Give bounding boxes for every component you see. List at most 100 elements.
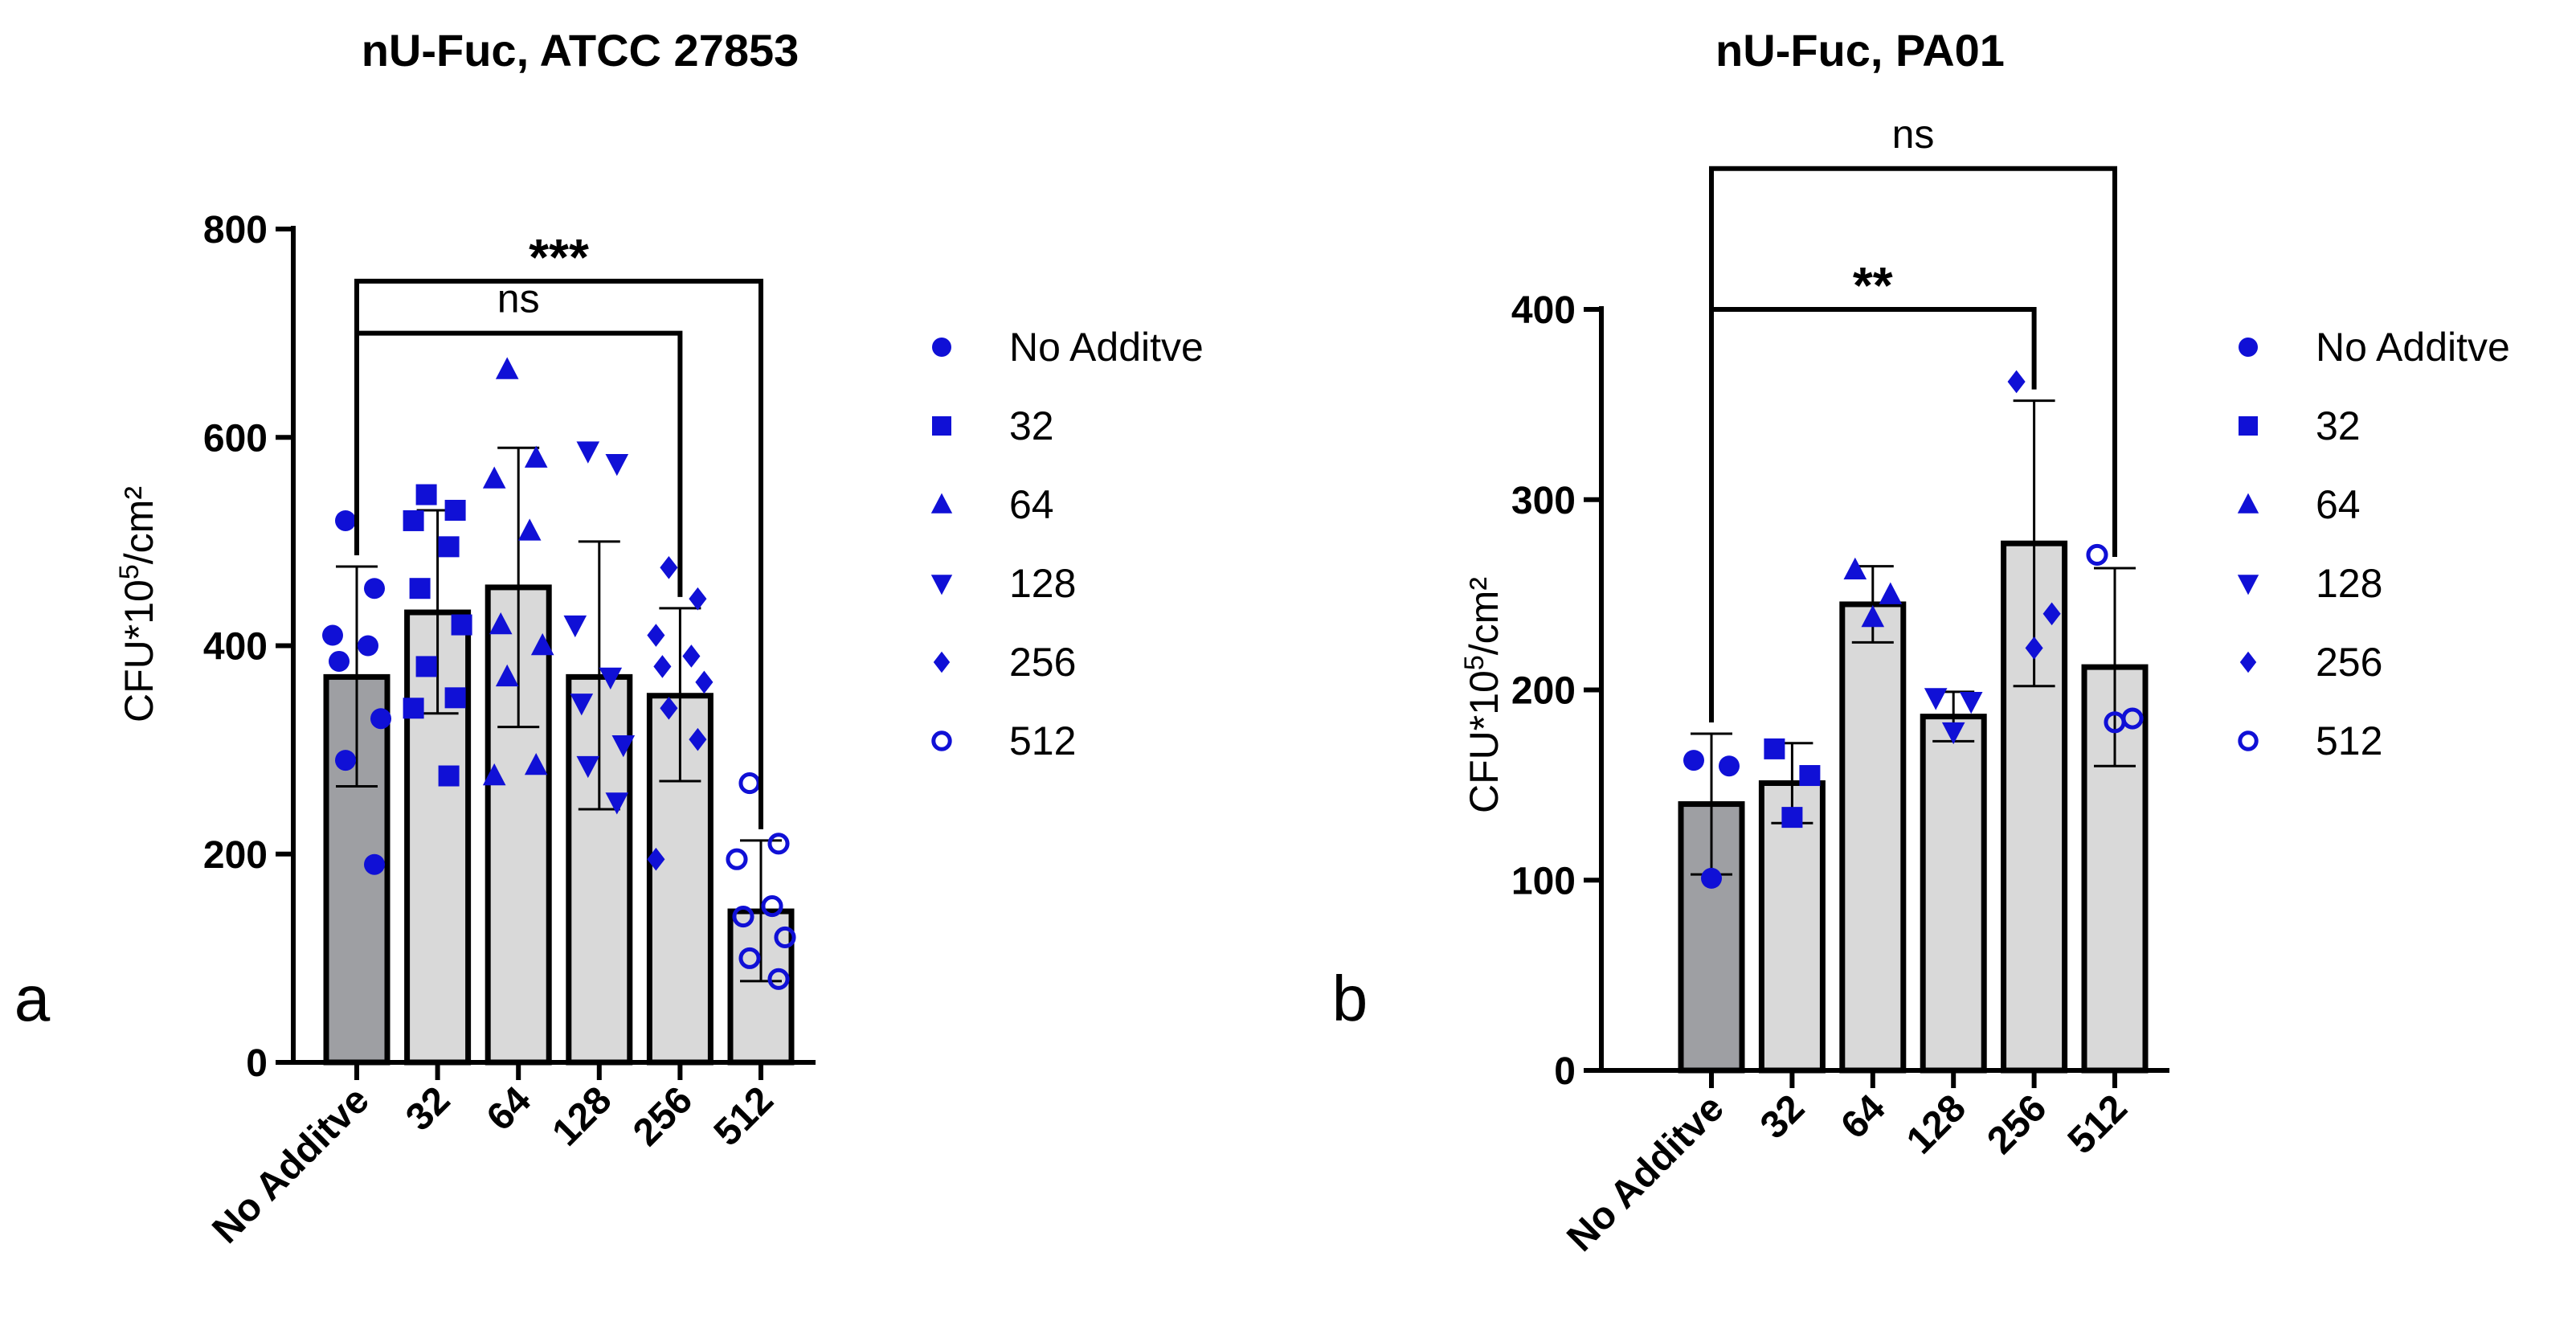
y-tick-label: 800 [203,209,268,252]
legend-marker [931,730,952,751]
y-axis-label: CFU*105/cm² [114,486,162,722]
data-point [415,656,437,677]
data-point [767,833,790,855]
data-point [403,509,424,531]
data-point [1959,692,1983,714]
data-point [495,357,519,379]
y-axis-label-base: CFU*10 [117,579,162,722]
data-point [605,792,629,815]
data-point [653,655,672,678]
bar-64 [1839,601,1907,1074]
data-point [689,727,707,751]
data-point [1941,722,1965,745]
x-tick-label: 32 [398,1078,458,1139]
data-point [322,624,343,646]
data-point [409,578,431,599]
legend-label: 512 [1009,718,1076,763]
data-point [1843,557,1867,580]
legend-label: No Additve [2316,325,2510,370]
bar-128 [1920,714,1987,1074]
data-point [495,664,519,687]
significance-label: ns [1892,112,1935,157]
significance-bracket [1709,307,2037,722]
legend-marker [2237,493,2259,514]
data-point [489,612,513,635]
data-point [767,968,790,990]
legend-label: 128 [2316,561,2382,606]
error-bars [1691,399,2136,876]
data-point [364,578,385,599]
legend-marker [932,416,951,436]
data-point [415,484,437,505]
data-point [605,453,629,477]
bars [323,584,795,1066]
data-point [517,518,542,541]
y-axis-label: CFU*105/cm² [1459,577,1507,813]
y-tick-label: 600 [203,417,268,460]
significance-label: ** [1853,256,1893,314]
data-point [482,763,506,786]
legend-marker [2238,730,2259,751]
data-point [1781,807,1803,829]
data-point [689,587,707,611]
data-point [530,632,554,656]
data-point [660,696,678,720]
data-point [364,853,385,875]
data-point [329,650,350,672]
y-tick-label: 400 [203,626,268,669]
data-point [1861,604,1885,628]
y-tick-label: 200 [1511,670,1576,713]
data-point [647,847,665,871]
data-point [738,947,761,969]
chart-title: nU-Fuc, PA01 [1715,25,2005,76]
data-point [482,466,506,489]
data-point [726,848,748,870]
data-point [335,750,356,771]
x-tick-label: 512 [2060,1086,2136,1162]
significance-label: *** [529,228,589,286]
y-axis-label-base: CFU*10 [1462,670,1507,813]
data-points [322,357,796,990]
legend-a: No Additve 32 64 128 256 512 [930,325,1204,763]
legend-label: 64 [2316,482,2361,527]
y-axis-label-suffix: /cm² [117,486,162,564]
data-point [358,635,378,657]
y-tick-label: 300 [1511,480,1576,522]
legend-marker [930,575,953,595]
legend-label: 32 [1009,403,1054,448]
data-point [774,926,796,948]
panel-b: nU-Fuc, PA01 b CFU*105/cm² 0 100 200 300 400… [1332,25,2169,1260]
x-tick-label: 256 [625,1078,701,1154]
data-point [444,499,466,521]
data-point [524,752,548,775]
y-tick-label: 0 [246,1042,268,1085]
x-ticks: No Additve 32 64 128 256 512 [204,1062,782,1252]
data-point [647,624,665,647]
legend-marker [2237,575,2259,595]
legend-b: No Additve 32 64 128 256 512 [2237,325,2510,763]
legend-marker [932,338,951,357]
legend-marker [2239,338,2258,357]
data-point [1701,867,1722,889]
data-point [438,765,460,787]
data-point [451,614,472,636]
legend-label: 256 [2316,640,2382,685]
x-tick-label: 512 [706,1078,782,1154]
data-point [682,644,701,668]
data-point [570,694,594,716]
y-ticks: 0 100 200 300 400 [1511,289,1601,1093]
legend-label: No Additve [1009,325,1204,370]
y-tick-label: 100 [1511,860,1576,902]
data-point [738,772,761,795]
significance-brackets: ns ** [1709,112,2117,722]
data-point [1719,755,1740,777]
data-point [1879,582,1903,604]
data-point [1764,738,1785,759]
y-tick-label: 400 [1511,289,1576,332]
y-axis-label-suffix: /cm² [1462,577,1507,655]
y-ticks: 0 200 400 600 800 [203,209,293,1085]
data-points [1683,370,2144,889]
x-tick-label: 32 [1752,1086,1813,1147]
data-point [444,687,466,709]
